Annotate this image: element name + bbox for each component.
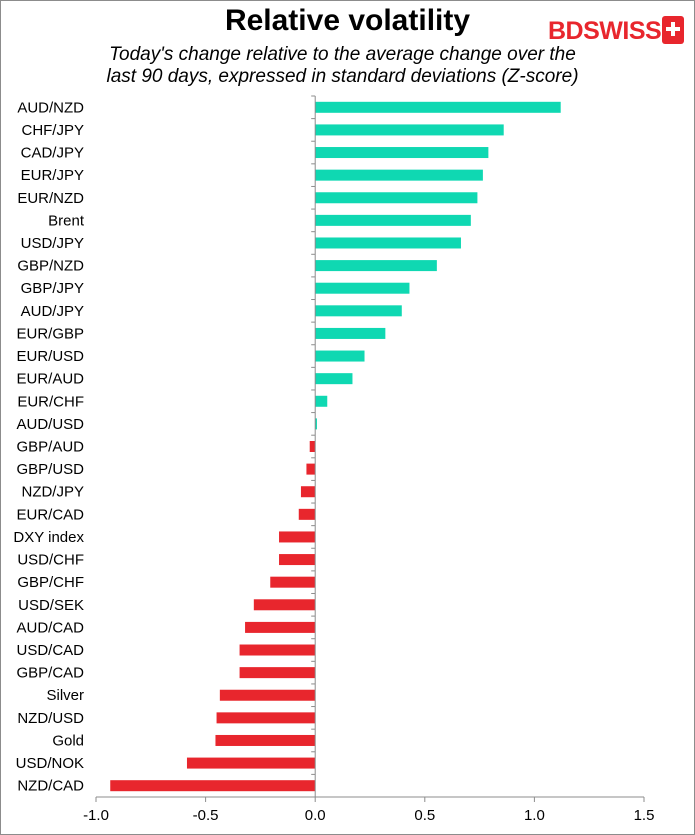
category-label: USD/CAD	[16, 642, 84, 659]
x-tick-label: 0.5	[414, 807, 435, 824]
bar-gbp-cad	[239, 667, 316, 679]
category-label: GBP/CAD	[16, 665, 84, 682]
category-label: EUR/NZD	[17, 190, 84, 207]
bar-aud-jpy	[315, 305, 402, 317]
category-label: EUR/USD	[16, 348, 84, 365]
bar-eur-aud	[315, 373, 353, 385]
bar-aud-cad	[245, 621, 316, 633]
category-label: CAD/JPY	[21, 145, 84, 162]
bar-cad-jpy	[315, 147, 489, 159]
category-label: AUD/JPY	[21, 303, 84, 320]
category-label: EUR/JPY	[21, 167, 84, 184]
category-label: USD/JPY	[21, 235, 84, 252]
bar-nzd-cad	[110, 780, 316, 792]
bar-nzd-usd	[216, 712, 316, 724]
category-label: USD/CHF	[17, 552, 84, 569]
bar-usd-sek	[253, 599, 316, 611]
x-tick-label: 1.5	[634, 807, 655, 824]
category-label: NZD/JPY	[21, 484, 84, 501]
bar-eur-gbp	[315, 327, 386, 339]
bar-eur-jpy	[315, 169, 483, 181]
bars-group	[110, 101, 561, 792]
bar-eur-nzd	[315, 192, 478, 204]
category-label: GBP/JPY	[21, 280, 84, 297]
category-label: GBP/USD	[16, 461, 84, 478]
category-label: Brent	[48, 212, 85, 229]
x-tick-label: 1.0	[524, 807, 545, 824]
category-label: GBP/CHF	[17, 574, 84, 591]
category-label: GBP/NZD	[17, 258, 84, 275]
bar-gbp-jpy	[315, 282, 410, 294]
category-label: EUR/CHF	[17, 393, 84, 410]
category-label: USD/NOK	[16, 755, 84, 772]
x-tick-label: -1.0	[83, 807, 109, 824]
bar-gbp-nzd	[315, 260, 437, 272]
bdswiss-logo: BDSWISS	[548, 16, 684, 45]
logo-cross-icon	[662, 16, 684, 44]
category-label: EUR/GBP	[16, 325, 84, 342]
bar-brent	[315, 214, 471, 226]
category-label: NZD/USD	[17, 710, 84, 727]
category-label: Silver	[46, 687, 84, 704]
category-label: EUR/CAD	[16, 506, 84, 523]
bar-eur-cad	[298, 508, 316, 520]
category-label: USD/SEK	[18, 597, 84, 614]
category-label: DXY index	[13, 529, 84, 546]
category-labels: AUD/NZD CHF/JPY CAD/JPY EUR/JPY EUR/NZD Brent…	[13, 99, 84, 794]
category-label: CHF/JPY	[21, 122, 84, 139]
bar-usd-cad	[239, 644, 316, 656]
category-label: NZD/CAD	[17, 778, 84, 795]
logo-text: BDSWISS	[548, 17, 661, 45]
bar-nzd-jpy	[300, 486, 316, 498]
chart-title: Relative volatility	[224, 4, 471, 37]
bar-aud-usd	[315, 418, 317, 430]
bar-gbp-usd	[306, 463, 316, 475]
subtitle-line-2: last 90 days, expressed in standard devi…	[106, 66, 579, 87]
category-label: AUD/NZD	[17, 99, 84, 116]
x-axis: -1.0 -0.5 0.0 0.5 1.0 1.5	[83, 95, 655, 824]
bar-usd-nok	[186, 757, 316, 769]
subtitle-line-1: Today's change relative to the average c…	[109, 44, 576, 65]
bar-eur-chf	[315, 395, 328, 407]
bar-gbp-aud	[309, 441, 316, 452]
bar-aud-nzd	[315, 101, 561, 113]
category-label: AUD/USD	[16, 416, 84, 433]
bar-usd-chf	[279, 554, 316, 566]
chart-subtitle: Today's change relative to the average c…	[70, 44, 615, 88]
bar-usd-jpy	[315, 237, 461, 249]
category-label: GBP/AUD	[16, 439, 84, 456]
x-tick-label: -0.5	[193, 807, 219, 824]
x-tick-label: 0.0	[305, 807, 326, 824]
category-label: Gold	[52, 732, 84, 749]
bar-chf-jpy	[315, 124, 504, 136]
bar-gbp-chf	[270, 576, 316, 588]
bar-dxy-index	[279, 531, 316, 543]
bar-eur-usd	[315, 350, 365, 362]
category-label: EUR/AUD	[16, 371, 84, 388]
bar-silver	[219, 689, 316, 701]
bar-gold	[215, 734, 316, 746]
category-label: AUD/CAD	[16, 619, 84, 636]
